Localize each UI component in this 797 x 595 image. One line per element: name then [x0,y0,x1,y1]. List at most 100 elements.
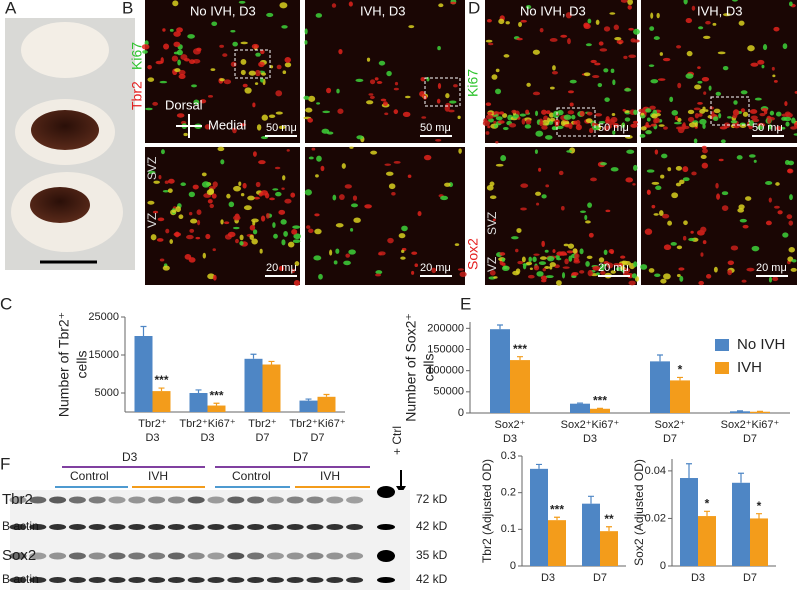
band [247,496,265,504]
cell [536,202,540,206]
cell [781,113,789,117]
cell [264,192,270,199]
cell [391,192,396,196]
cell [239,241,244,246]
cell [493,276,498,279]
cell [284,56,291,63]
scale-label: 50 mμ [752,122,783,134]
cell [196,209,202,215]
cell [603,125,610,132]
cell [272,222,276,228]
cell [525,4,532,9]
cell [775,182,780,186]
cell [159,80,168,84]
cell [162,28,166,32]
cell [521,118,526,125]
cell [749,109,758,114]
cell [691,5,696,11]
cell [608,124,612,129]
cell [601,263,608,267]
band [306,552,324,560]
band [29,524,47,530]
cell [687,109,695,115]
cell [747,45,755,52]
bar [317,396,336,412]
bar [490,329,510,413]
band [128,552,146,560]
cell [713,108,721,114]
cell [240,69,246,76]
cell [610,116,618,123]
cell [669,96,674,103]
cell [658,124,665,127]
cell [583,72,591,77]
band [346,524,364,530]
cell [189,59,196,65]
cell [172,0,179,7]
cell [653,213,659,216]
cell [605,209,611,213]
positive-control: + Ctrl [390,426,404,455]
cell [632,120,638,124]
cell [691,171,697,176]
cell [617,262,623,267]
cell [702,123,706,129]
cell [444,182,451,187]
micrograph [305,147,465,285]
band [247,524,265,530]
band [167,496,185,504]
cell [563,252,568,256]
cell [152,101,159,106]
cell [502,126,509,131]
cell [260,49,265,55]
cell [520,207,527,211]
cell [703,91,707,95]
cell [219,78,225,82]
cell [147,77,155,82]
cell [590,59,597,64]
cell [178,73,186,80]
cell [650,79,659,84]
cell [516,228,522,234]
cell [603,68,609,73]
cell [275,90,283,97]
cell [224,221,230,225]
cell [674,115,679,121]
cell [423,154,432,161]
cell [251,218,259,223]
cell [564,258,569,265]
band [306,577,324,583]
cell [610,270,616,274]
cell [142,50,148,54]
cell [584,214,588,221]
band [128,496,146,504]
error-bar [497,324,503,330]
micrograph [145,147,300,285]
cell [663,126,668,130]
bar [134,336,153,412]
cell [609,12,616,15]
panel-label: D [468,0,480,17]
cell [654,117,660,124]
cell [207,199,213,204]
cell [487,111,493,115]
cell [292,225,301,229]
cell [652,109,658,115]
cell [509,123,517,128]
cell [228,201,235,208]
cell [694,122,698,128]
cell [585,220,591,224]
cell [720,139,726,144]
cell [712,22,717,26]
cell [727,269,733,276]
cell [387,237,394,244]
cell [366,100,374,105]
zone-label: SVZ [485,212,499,235]
cell [306,225,311,229]
band [108,524,126,530]
cell [404,95,411,99]
image-title: No IVH, D3 [190,3,256,18]
cell [644,228,653,235]
cell [141,44,150,50]
cell [252,151,257,157]
